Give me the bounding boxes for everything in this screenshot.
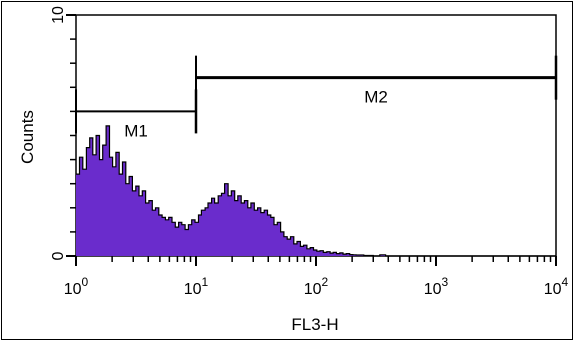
marker-m1: M1 bbox=[75, 89, 198, 140]
histogram-fill bbox=[76, 125, 556, 257]
x-tick-label: 102 bbox=[304, 275, 329, 298]
histogram-layer bbox=[76, 125, 556, 257]
marker-label: M2 bbox=[364, 88, 388, 107]
marker-m2: M2 bbox=[195, 55, 558, 107]
x-tick-label: 103 bbox=[424, 275, 449, 298]
x-tick-label: 104 bbox=[544, 275, 569, 298]
x-axis-title: FL3-H bbox=[291, 315, 338, 334]
histogram-outline bbox=[76, 125, 556, 257]
marker-layer: M1 M2 bbox=[75, 55, 558, 140]
axes-layer: 100 101 102 103 104 0 10 bbox=[50, 6, 569, 298]
y-axis-title: Counts bbox=[18, 110, 37, 164]
x-tick-label: 101 bbox=[184, 275, 209, 298]
marker-label: M1 bbox=[124, 121, 148, 140]
x-tick-label: 100 bbox=[64, 275, 89, 298]
y-tick-label: 0 bbox=[50, 251, 67, 260]
y-tick-label: 10 bbox=[50, 6, 67, 24]
